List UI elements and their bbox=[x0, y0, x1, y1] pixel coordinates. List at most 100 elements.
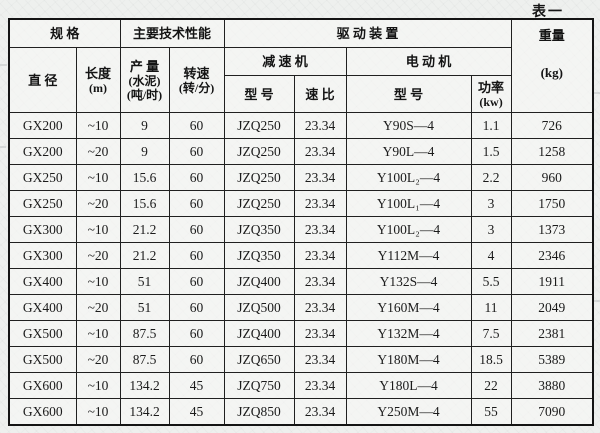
cell-reducer-ratio: 23.34 bbox=[293, 242, 347, 269]
cell-reducer-ratio: 23.34 bbox=[293, 190, 347, 217]
cell-reducer-model: JZQ350 bbox=[223, 242, 295, 269]
cell-reducer-model: JZQ500 bbox=[223, 294, 295, 321]
cell-diameter: GX200 bbox=[8, 112, 77, 139]
cell-speed: 60 bbox=[168, 268, 225, 295]
cell-reducer-model: JZQ250 bbox=[223, 112, 295, 139]
cell-weight: 3880 bbox=[510, 372, 594, 399]
cell-reducer-model: JZQ400 bbox=[223, 268, 295, 295]
table-row: GX300 ~10 21.2 60 JZQ350 23.34 Y100L₂—4 3 1373 bbox=[8, 216, 594, 243]
cell-motor-model: Y100L₂—4 bbox=[345, 164, 472, 191]
cell-motor-model: Y180M—4 bbox=[345, 346, 472, 373]
cell-diameter: GX400 bbox=[8, 268, 77, 295]
cell-diameter: GX300 bbox=[8, 242, 77, 269]
table-row: GX400 ~20 51 60 JZQ500 23.34 Y160M—4 11 2049 bbox=[8, 294, 594, 321]
table-body: GX200 ~10 9 60 JZQ250 23.34 Y90S—4 1.1 726 GX200 ~… bbox=[8, 112, 594, 426]
cell-length: ~20 bbox=[75, 242, 121, 269]
cell-length: ~10 bbox=[75, 268, 121, 295]
header-spec-group: 规 格 bbox=[8, 18, 121, 48]
cell-motor-power: 22 bbox=[470, 372, 512, 399]
cell-diameter: GX600 bbox=[8, 398, 77, 426]
cell-motor-power: 11 bbox=[470, 294, 512, 321]
scan-artifact bbox=[0, 64, 7, 66]
cell-output: 9 bbox=[119, 112, 170, 139]
cell-motor-power: 4 bbox=[470, 242, 512, 269]
cell-output: 87.5 bbox=[119, 346, 170, 373]
table-row: GX600 ~10 134.2 45 JZQ750 23.34 Y180L—4 22 3880 bbox=[8, 372, 594, 399]
header-weight: 重量 (kg) bbox=[510, 18, 594, 113]
cell-reducer-ratio: 23.34 bbox=[293, 372, 347, 399]
cell-length: ~10 bbox=[75, 398, 121, 426]
header-drive-group: 驱 动 装 置 bbox=[223, 18, 512, 48]
cell-motor-model: Y100L₁—4 bbox=[345, 190, 472, 217]
table-row: GX500 ~20 87.5 60 JZQ650 23.34 Y180M—4 18.5 5389 bbox=[8, 346, 594, 373]
cell-length: ~20 bbox=[75, 346, 121, 373]
cell-diameter: GX300 bbox=[8, 216, 77, 243]
cell-motor-model: Y100L₂—4 bbox=[345, 216, 472, 243]
cell-output: 15.6 bbox=[119, 164, 170, 191]
cell-motor-model: Y90L—4 bbox=[345, 138, 472, 165]
cell-length: ~10 bbox=[75, 216, 121, 243]
cell-length: ~10 bbox=[75, 320, 121, 347]
cell-reducer-ratio: 23.34 bbox=[293, 268, 347, 295]
table-row: GX250 ~20 15.6 60 JZQ250 23.34 Y100L₁—4 3 1750 bbox=[8, 190, 594, 217]
header-weight-label: 重量 bbox=[538, 28, 565, 43]
cell-reducer-ratio: 23.34 bbox=[293, 216, 347, 243]
cell-motor-power: 18.5 bbox=[470, 346, 512, 373]
header-group-row: 规 格 主要技术性能 驱 动 装 置 重量 (kg) bbox=[8, 18, 594, 113]
header-output: 产 量 (水泥) (吨/时) bbox=[119, 47, 170, 113]
cell-length: ~20 bbox=[75, 138, 121, 165]
cell-motor-power: 1.5 bbox=[470, 138, 512, 165]
cell-weight: 1373 bbox=[510, 216, 594, 243]
cell-motor-model: Y180L—4 bbox=[345, 372, 472, 399]
table-row: GX200 ~20 9 60 JZQ250 23.34 Y90L—4 1.5 1258 bbox=[8, 138, 594, 165]
cell-output: 51 bbox=[119, 268, 170, 295]
header-length: 长度 (m) bbox=[75, 47, 121, 113]
scan-artifact bbox=[594, 300, 600, 302]
table-number-label: 表一 bbox=[532, 5, 564, 20]
cell-weight: 960 bbox=[510, 164, 594, 191]
cell-length: ~10 bbox=[75, 112, 121, 139]
cell-reducer-model: JZQ350 bbox=[223, 216, 295, 243]
header-speed: 转速 (转/分) bbox=[168, 47, 225, 113]
cell-diameter: GX250 bbox=[8, 164, 77, 191]
cell-speed: 60 bbox=[168, 346, 225, 373]
cell-motor-model: Y90S—4 bbox=[345, 112, 472, 139]
cell-length: ~20 bbox=[75, 294, 121, 321]
cell-motor-model: Y250M—4 bbox=[345, 398, 472, 426]
cell-length: ~10 bbox=[75, 164, 121, 191]
header-performance-group: 主要技术性能 bbox=[119, 18, 225, 48]
cell-weight: 726 bbox=[510, 112, 594, 139]
cell-reducer-model: JZQ250 bbox=[223, 138, 295, 165]
cell-motor-power: 55 bbox=[470, 398, 512, 426]
cell-motor-power: 3 bbox=[470, 190, 512, 217]
cell-weight: 1258 bbox=[510, 138, 594, 165]
cell-output: 21.2 bbox=[119, 242, 170, 269]
scan-artifact bbox=[593, 92, 600, 94]
cell-diameter: GX200 bbox=[8, 138, 77, 165]
cell-motor-model: Y132M—4 bbox=[345, 320, 472, 347]
cell-motor-power: 1.1 bbox=[470, 112, 512, 139]
spec-table: 规 格 主要技术性能 驱 动 装 置 重量 (kg) 直 径 长度 (m) 产 … bbox=[8, 18, 595, 426]
cell-motor-model: Y132S—4 bbox=[345, 268, 472, 295]
scan-artifact bbox=[0, 146, 6, 148]
cell-length: ~20 bbox=[75, 190, 121, 217]
cell-weight: 7090 bbox=[510, 398, 594, 426]
header-motor-power: 功率 (kw) bbox=[470, 75, 512, 113]
table-row: GX250 ~10 15.6 60 JZQ250 23.34 Y100L₂—4 2.2 960 bbox=[8, 164, 594, 191]
cell-diameter: GX250 bbox=[8, 190, 77, 217]
cell-motor-power: 2.2 bbox=[470, 164, 512, 191]
cell-output: 15.6 bbox=[119, 190, 170, 217]
cell-diameter: GX500 bbox=[8, 346, 77, 373]
header-leaf-row: 型 号 速 比 型 号 功率 (kw) bbox=[9, 75, 593, 113]
cell-reducer-model: JZQ650 bbox=[223, 346, 295, 373]
cell-weight: 2381 bbox=[510, 320, 594, 347]
cell-speed: 45 bbox=[168, 398, 225, 426]
cell-weight: 2346 bbox=[510, 242, 594, 269]
cell-length: ~10 bbox=[75, 372, 121, 399]
table-row: GX200 ~10 9 60 JZQ250 23.34 Y90S—4 1.1 726 bbox=[8, 112, 594, 139]
table-row: GX400 ~10 51 60 JZQ400 23.34 Y132S—4 5.5 1911 bbox=[8, 268, 594, 295]
cell-reducer-ratio: 23.34 bbox=[293, 112, 347, 139]
cell-motor-power: 3 bbox=[470, 216, 512, 243]
header-weight-unit: (kg) bbox=[540, 65, 563, 80]
header-motor-group: 电 动 机 bbox=[345, 47, 512, 76]
